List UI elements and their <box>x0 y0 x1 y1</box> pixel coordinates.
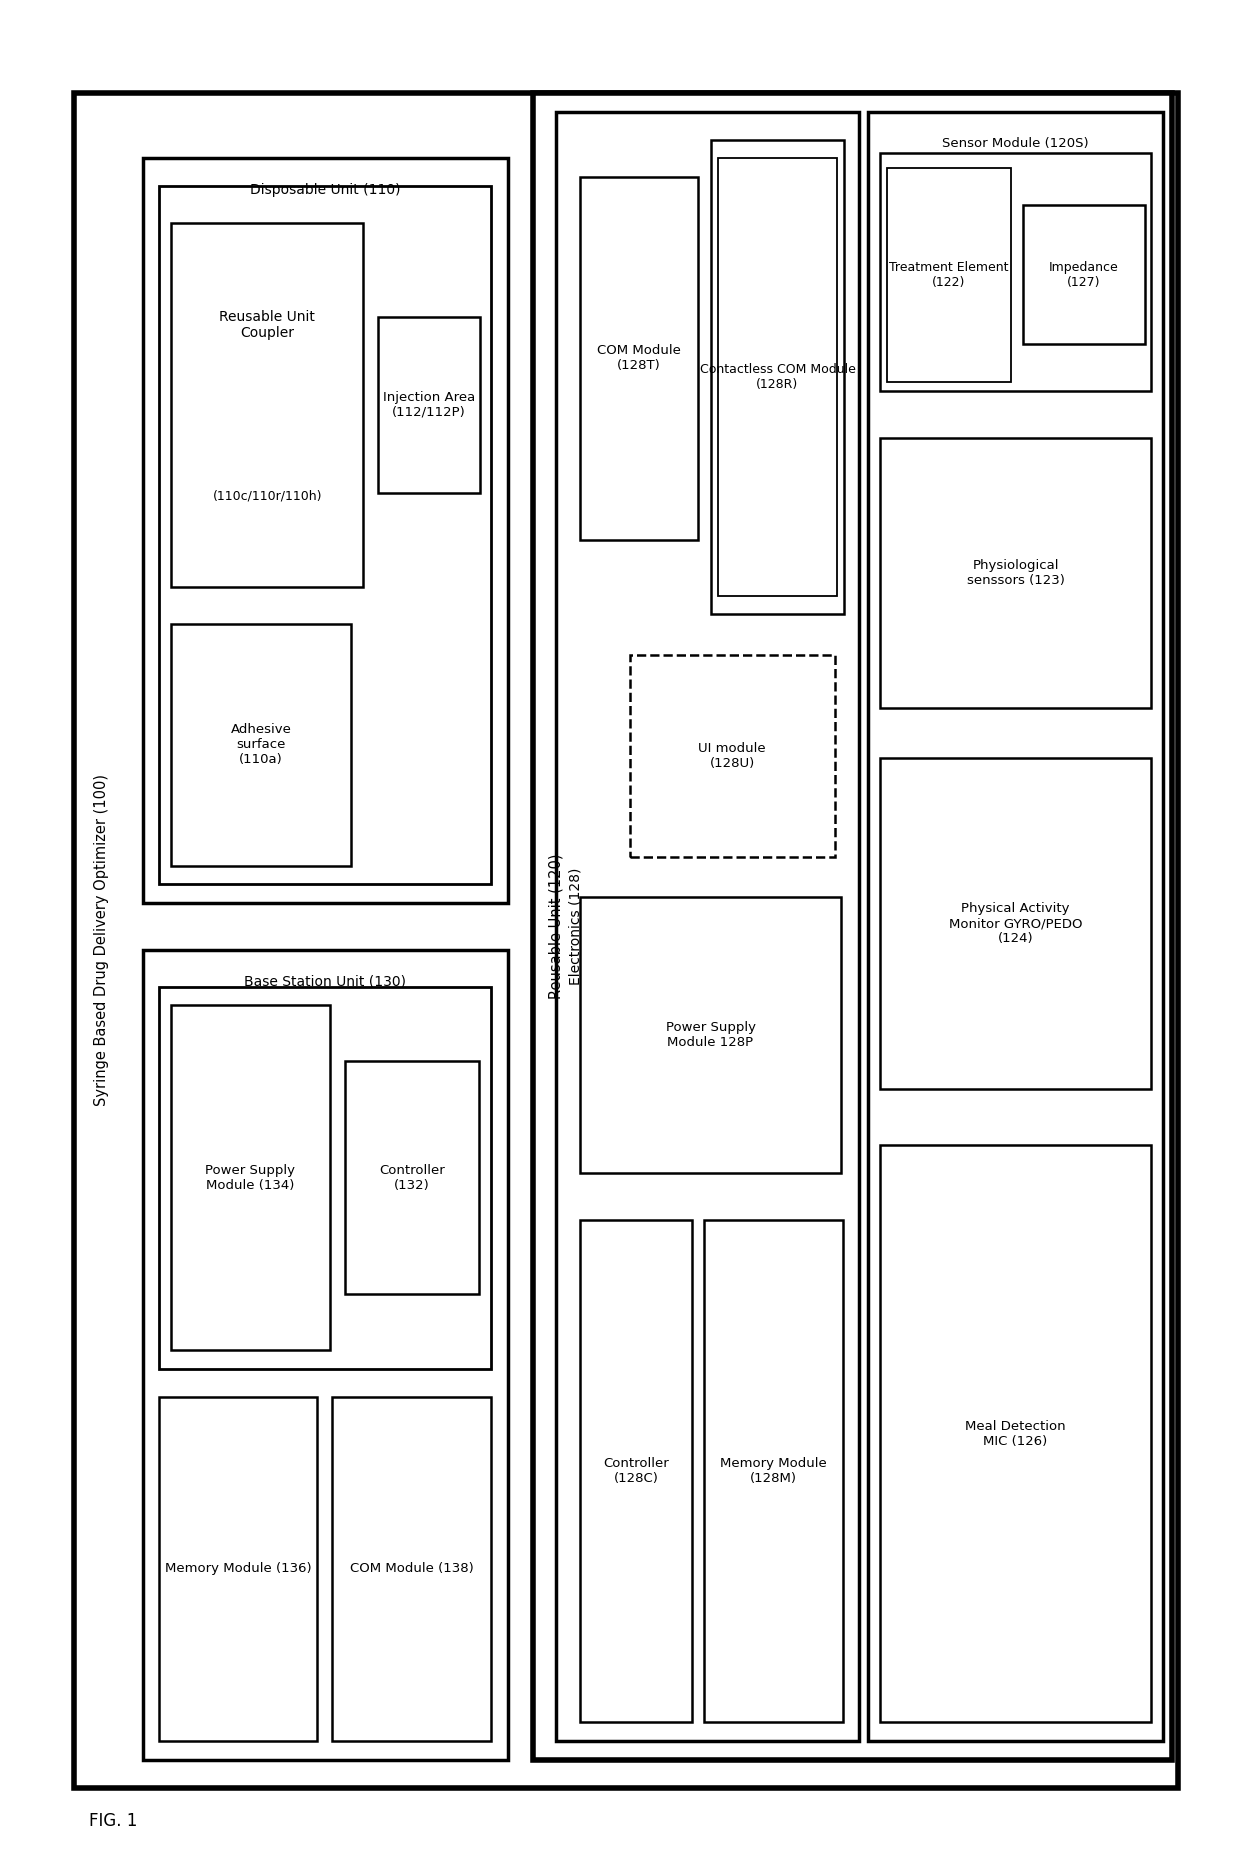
Text: COM Module
(128T): COM Module (128T) <box>598 344 681 372</box>
Text: Controller
(132): Controller (132) <box>378 1164 445 1192</box>
Text: Memory Module (136): Memory Module (136) <box>165 1562 311 1575</box>
Bar <box>1023 205 1145 344</box>
Text: Syringe Based Drug Delivery Optimizer (100): Syringe Based Drug Delivery Optimizer (1… <box>94 775 109 1106</box>
Bar <box>159 1396 317 1741</box>
Text: Reusable Unit (120): Reusable Unit (120) <box>548 853 563 1000</box>
Bar <box>580 897 841 1173</box>
Bar <box>332 1396 491 1741</box>
Text: Memory Module
(128M): Memory Module (128M) <box>720 1456 827 1486</box>
Bar <box>880 758 1151 1089</box>
Text: (110c/110r/110h): (110c/110r/110h) <box>212 490 322 503</box>
Text: Power Supply
Module 128P: Power Supply Module 128P <box>666 1020 755 1050</box>
Text: Base Station Unit (130): Base Station Unit (130) <box>244 974 407 989</box>
Bar <box>378 317 480 493</box>
Bar <box>143 950 508 1760</box>
Bar <box>74 93 1178 1788</box>
Bar <box>171 1005 330 1350</box>
Text: Physiological
senssors (123): Physiological senssors (123) <box>967 559 1064 587</box>
Text: UI module
(128U): UI module (128U) <box>698 741 766 771</box>
Text: Sensor Module (120S): Sensor Module (120S) <box>942 138 1089 149</box>
Bar <box>159 186 491 884</box>
Bar <box>580 1220 692 1722</box>
Bar <box>171 223 363 587</box>
Text: Power Supply
Module (134): Power Supply Module (134) <box>206 1164 295 1192</box>
Text: Electronics (128): Electronics (128) <box>568 868 583 985</box>
Bar <box>718 158 837 596</box>
Bar <box>345 1061 479 1294</box>
Text: Contactless COM Module
(128R): Contactless COM Module (128R) <box>699 363 856 391</box>
Text: Treatment Element
(122): Treatment Element (122) <box>889 261 1008 289</box>
Text: Injection Area
(112/112P): Injection Area (112/112P) <box>383 391 475 419</box>
Text: Reusable Unit
Coupler: Reusable Unit Coupler <box>219 309 315 341</box>
Bar <box>143 158 508 903</box>
Text: Physical Activity
Monitor GYRO/PEDO
(124): Physical Activity Monitor GYRO/PEDO (124… <box>949 901 1083 946</box>
Bar <box>868 112 1163 1741</box>
Bar <box>630 655 835 857</box>
Bar <box>880 1145 1151 1722</box>
Bar <box>711 140 844 614</box>
Text: Controller
(128C): Controller (128C) <box>603 1456 670 1486</box>
Text: Disposable Unit (110): Disposable Unit (110) <box>250 182 401 197</box>
Bar <box>704 1220 843 1722</box>
Text: Impedance
(127): Impedance (127) <box>1049 261 1118 289</box>
Bar <box>171 624 351 866</box>
Bar <box>533 93 1172 1760</box>
Bar <box>580 177 698 540</box>
Bar <box>880 438 1151 708</box>
Bar <box>556 112 859 1741</box>
Bar <box>887 168 1011 382</box>
Text: FIG. 1: FIG. 1 <box>89 1812 138 1830</box>
Text: Adhesive
surface
(110a): Adhesive surface (110a) <box>231 722 291 767</box>
Text: COM Module (138): COM Module (138) <box>350 1562 474 1575</box>
Text: Meal Detection
MIC (126): Meal Detection MIC (126) <box>965 1419 1066 1449</box>
Bar <box>880 153 1151 391</box>
Bar <box>159 987 491 1369</box>
